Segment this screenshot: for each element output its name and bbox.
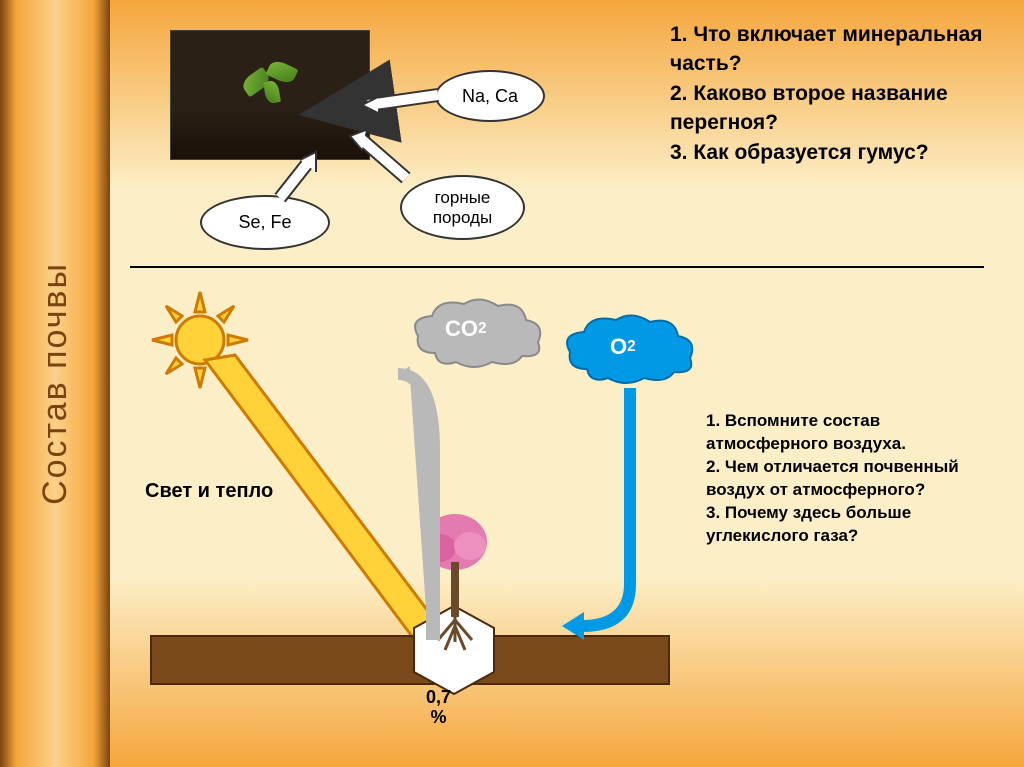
soil-photo	[170, 30, 370, 160]
bubble-rocks-line1: горные	[435, 188, 491, 208]
plant-sprout-icon	[240, 55, 300, 115]
bubble-na-ca-label: Na, Ca	[462, 86, 518, 107]
bubble-se-fe-label: Se, Fe	[238, 212, 291, 233]
content-area: Na, Ca Se, Fe горные породы	[110, 0, 1024, 767]
questions-top: 1. Что включает минеральная часть? 2. Ка…	[670, 20, 1000, 167]
q-top-1: 1. Что включает минеральная часть?	[670, 20, 1000, 79]
q-top-2: 2. Каково второе название перегноя?	[670, 79, 1000, 138]
q-bot-2: 2. Чем отличается почвенный воздух от ат…	[706, 456, 1006, 502]
co2-label: CO2	[445, 316, 487, 342]
bubble-rocks: горные породы	[400, 175, 525, 240]
co2-pipe	[390, 360, 450, 640]
top-section: Na, Ca Se, Fe горные породы	[110, 0, 1024, 260]
o2-label: O2	[610, 334, 636, 360]
arrow-sefe	[260, 150, 330, 210]
q-bot-3: 3. Почему здесь больше углекислого газа?	[706, 502, 1006, 548]
bubble-rocks-line2: породы	[433, 208, 492, 228]
section-divider	[130, 266, 984, 268]
sidebar: Состав почвы	[0, 0, 110, 767]
o2-pipe	[550, 384, 650, 654]
q-bot-1: 1. Вспомните состав атмосферного воздуха…	[706, 410, 1006, 456]
arrow-rocks	[348, 128, 418, 188]
bubble-na-ca: Na, Ca	[435, 70, 545, 122]
sidebar-title: Состав почвы	[36, 262, 75, 505]
percent-label: 0,7 %	[426, 688, 451, 728]
arrow-naca	[360, 75, 450, 125]
bottom-section: Свет и тепло CO2 O2	[110, 280, 1024, 767]
light-heat-label: Свет и тепло	[145, 480, 273, 503]
questions-bottom: 1. Вспомните состав атмосферного воздуха…	[706, 410, 1006, 548]
q-top-3: 3. Как образуется гумус?	[670, 138, 1000, 167]
